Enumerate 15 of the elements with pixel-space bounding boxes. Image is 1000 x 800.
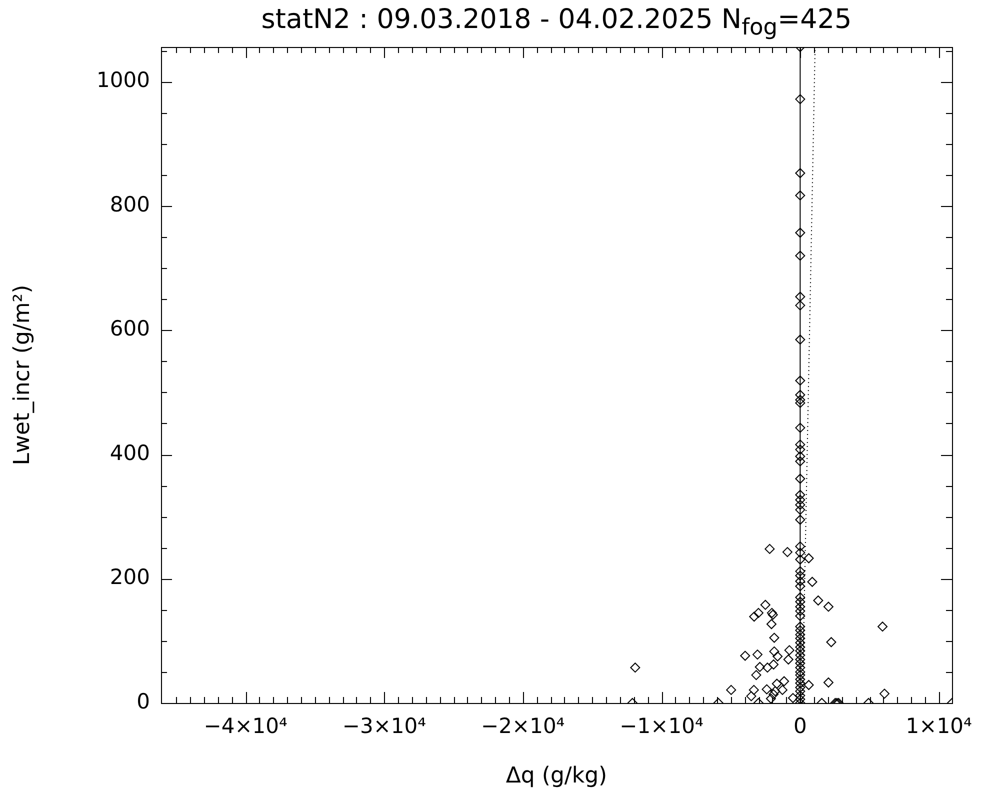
x-tick-label: −1×10⁴ [620, 714, 704, 738]
x-axis-title: Δq (g/kg) [506, 764, 608, 789]
chart-title: statN2 : 09.03.2018 - 04.02.2025 N$_{fog}$=425 [260, 4, 853, 40]
y-tick-label: 800 [110, 192, 150, 216]
x-tick-label: 0 [793, 714, 807, 738]
y-tick-label: 1000 [96, 68, 150, 92]
y-tick-label: 200 [110, 565, 150, 590]
y-tick-label: 400 [110, 440, 150, 465]
y-tick-label: 600 [110, 316, 150, 341]
x-tick-label: −4×10⁴ [204, 714, 288, 738]
y-axis-title: Lwet_incr (g/m²) [10, 284, 35, 466]
x-tick-label: −2×10⁴ [481, 714, 565, 738]
x-tick-label: −3×10⁴ [342, 714, 426, 738]
x-tick-label: 1×10⁴ [906, 714, 972, 738]
y-tick-label: 0 [136, 689, 150, 714]
